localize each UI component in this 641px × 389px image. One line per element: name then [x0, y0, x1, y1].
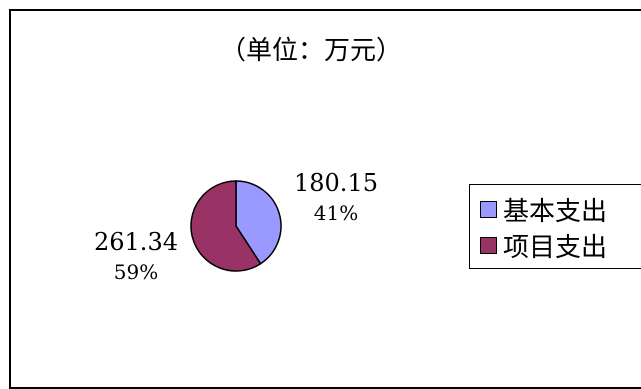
chart-frame	[9, 9, 641, 389]
pie-slice-project	[190, 180, 262, 272]
pie-chart	[190, 180, 282, 272]
legend: 基本支出 项目支出	[469, 184, 641, 269]
legend-item-project: 项目支出	[480, 227, 641, 263]
data-label-basic-value: 180.15	[294, 169, 378, 197]
legend-item-basic: 基本支出	[480, 191, 641, 227]
data-label-basic: 180.15 41%	[286, 168, 386, 228]
legend-swatch-basic	[480, 200, 497, 218]
chart-title: （单位：万元）	[220, 36, 403, 66]
data-label-project-percent: 59%	[113, 260, 159, 284]
legend-swatch-project	[480, 236, 497, 254]
data-label-project-value: 261.34	[94, 228, 178, 256]
legend-label-basic: 基本支出	[503, 196, 608, 227]
data-label-basic-percent: 41%	[313, 201, 359, 225]
data-label-project: 261.34 59%	[86, 227, 186, 287]
legend-label-project: 项目支出	[503, 232, 608, 263]
